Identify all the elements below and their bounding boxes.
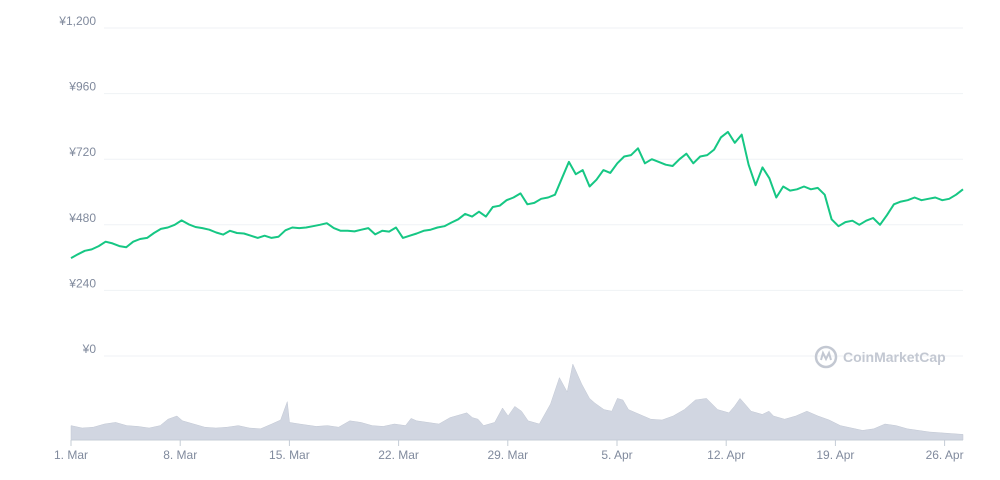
x-tick-label: 1. Mar bbox=[54, 448, 88, 462]
volume-area-path bbox=[70, 363, 964, 441]
y-tick-label: ¥240 bbox=[68, 276, 96, 290]
y-tick-label: ¥1,200 bbox=[58, 14, 96, 28]
volume-area bbox=[70, 363, 964, 441]
y-axis-labels: ¥1,200 ¥960 ¥720 ¥480 ¥240 ¥0 bbox=[58, 14, 96, 356]
y-tick-label: ¥720 bbox=[68, 145, 96, 159]
x-tick-label: 5. Apr bbox=[601, 448, 632, 462]
gridlines bbox=[104, 27, 963, 357]
x-tick-label: 12. Apr bbox=[707, 448, 745, 462]
x-tick-label: 22. Mar bbox=[378, 448, 419, 462]
x-tick-label: 15. Mar bbox=[269, 448, 310, 462]
x-tick-label: 26. Apr bbox=[926, 448, 964, 462]
x-tick-label: 8. Mar bbox=[163, 448, 197, 462]
y-tick-label: ¥480 bbox=[68, 211, 96, 225]
price-series bbox=[70, 130, 964, 259]
coinmarketcap-logo-icon bbox=[814, 345, 838, 369]
price-line bbox=[70, 130, 964, 259]
y-tick-label: ¥0 bbox=[82, 342, 97, 356]
x-tick-label: 19. Apr bbox=[816, 448, 854, 462]
coinmarketcap-watermark: CoinMarketCap bbox=[814, 345, 946, 369]
x-tick-label: 29. Mar bbox=[487, 448, 528, 462]
watermark-text: CoinMarketCap bbox=[843, 349, 946, 365]
x-axis: 1. Mar 8. Mar 15. Mar 22. Mar 29. Mar 5. Apr 1… bbox=[54, 439, 964, 462]
y-tick-label: ¥960 bbox=[68, 80, 96, 94]
